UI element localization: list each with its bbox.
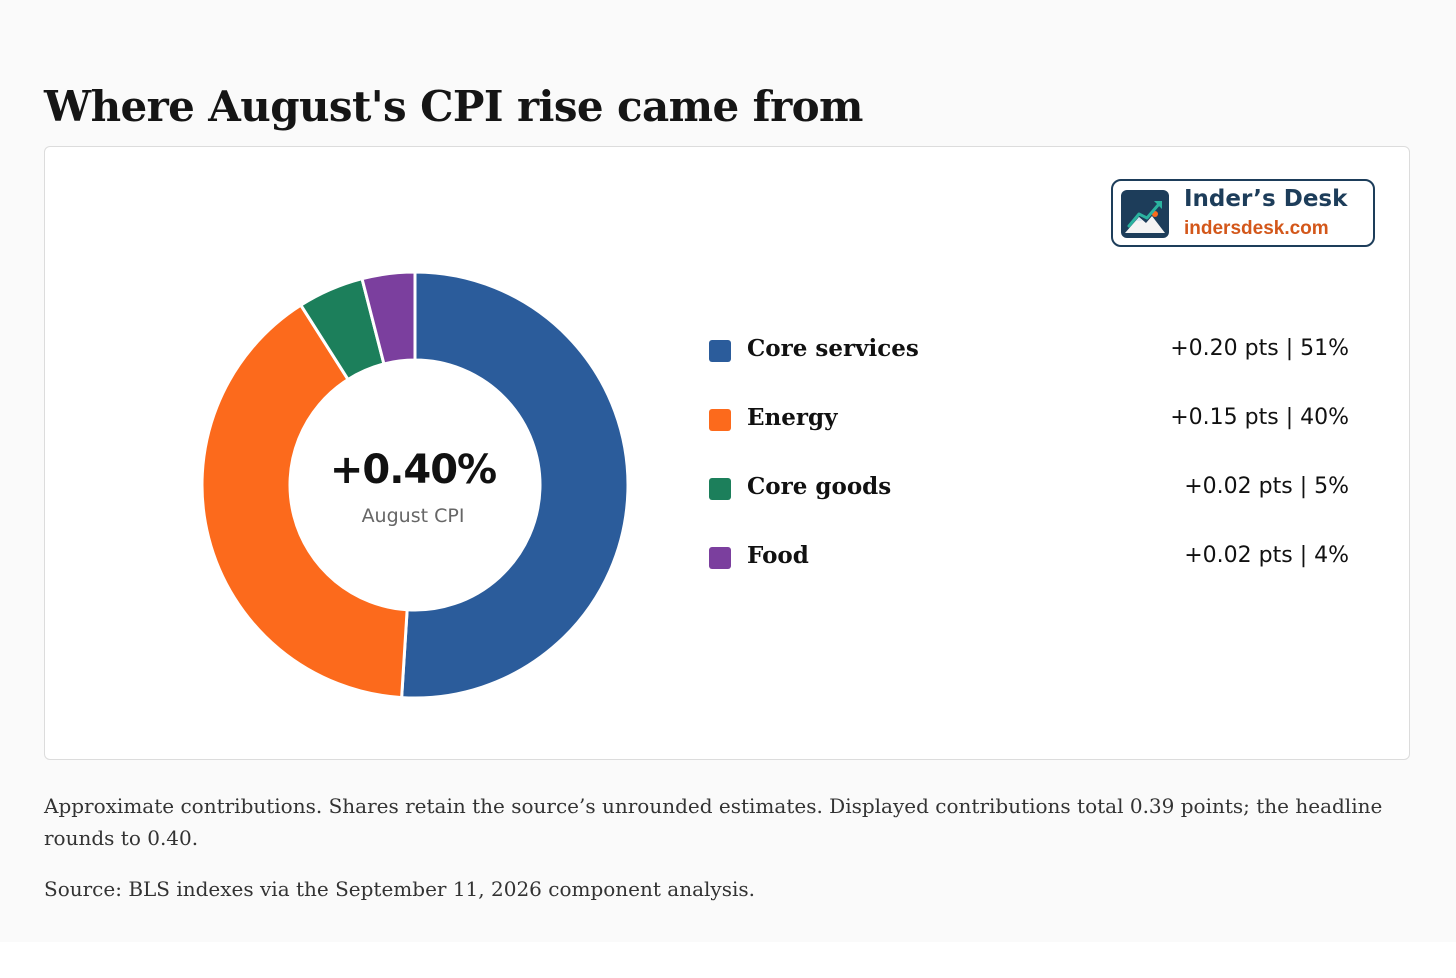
legend-swatch-food xyxy=(709,547,731,569)
chart-card: Inder’s Desk indersdesk.com +0.40% Augus… xyxy=(44,146,1410,760)
brand-name: Inder’s Desk xyxy=(1184,186,1348,212)
donut-slice-core-services[interactable] xyxy=(400,270,630,700)
donut-chart xyxy=(200,270,630,700)
page-title: Where August's CPI rise came from xyxy=(44,82,863,131)
donut-slice-food[interactable] xyxy=(360,270,417,366)
chart-source: Source: BLS indexes via the September 11… xyxy=(44,877,755,901)
legend-item-food: Food +0.02 pts | 4% xyxy=(709,540,1349,572)
legend-label: Core services xyxy=(747,335,919,362)
legend-label: Food xyxy=(747,542,809,569)
legend-swatch-energy xyxy=(709,409,731,431)
legend-swatch-core-goods xyxy=(709,478,731,500)
legend-label: Core goods xyxy=(747,473,892,500)
footer-band xyxy=(0,942,1456,978)
chart-note: Approximate contributions. Shares retain… xyxy=(44,794,1383,850)
center-total-value: +0.40% xyxy=(329,447,497,493)
legend-item-core-goods: Core goods +0.02 pts | 5% xyxy=(709,471,1349,503)
donut-slice-energy[interactable] xyxy=(200,303,409,700)
legend-value: +0.20 pts | 51% xyxy=(1170,336,1349,361)
brand-badge[interactable]: Inder’s Desk indersdesk.com xyxy=(1111,179,1375,247)
legend-item-core-services: Core services +0.20 pts | 51% xyxy=(709,333,1349,365)
legend-swatch-core-services xyxy=(709,340,731,362)
legend-value: +0.15 pts | 40% xyxy=(1170,405,1349,430)
legend-value: +0.02 pts | 5% xyxy=(1184,474,1349,499)
legend-item-energy: Energy +0.15 pts | 40% xyxy=(709,402,1349,434)
legend-value: +0.02 pts | 4% xyxy=(1184,543,1349,568)
center-total-label: August CPI xyxy=(361,505,465,527)
mountain-growth-chart-icon xyxy=(1121,190,1169,238)
legend-label: Energy xyxy=(747,404,838,431)
brand-url[interactable]: indersdesk.com xyxy=(1184,218,1329,239)
